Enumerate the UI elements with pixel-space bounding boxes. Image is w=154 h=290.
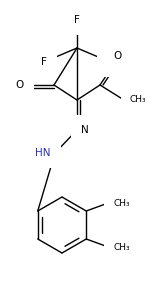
- Text: HN: HN: [36, 148, 51, 158]
- Text: CH₃: CH₃: [113, 198, 130, 208]
- Text: CH₃: CH₃: [113, 242, 130, 251]
- Text: F: F: [107, 57, 113, 67]
- Text: N: N: [81, 125, 89, 135]
- Text: F: F: [41, 57, 47, 67]
- Text: F: F: [74, 15, 80, 25]
- Text: O: O: [16, 80, 24, 90]
- Text: O: O: [114, 51, 122, 61]
- Text: CH₃: CH₃: [130, 95, 147, 104]
